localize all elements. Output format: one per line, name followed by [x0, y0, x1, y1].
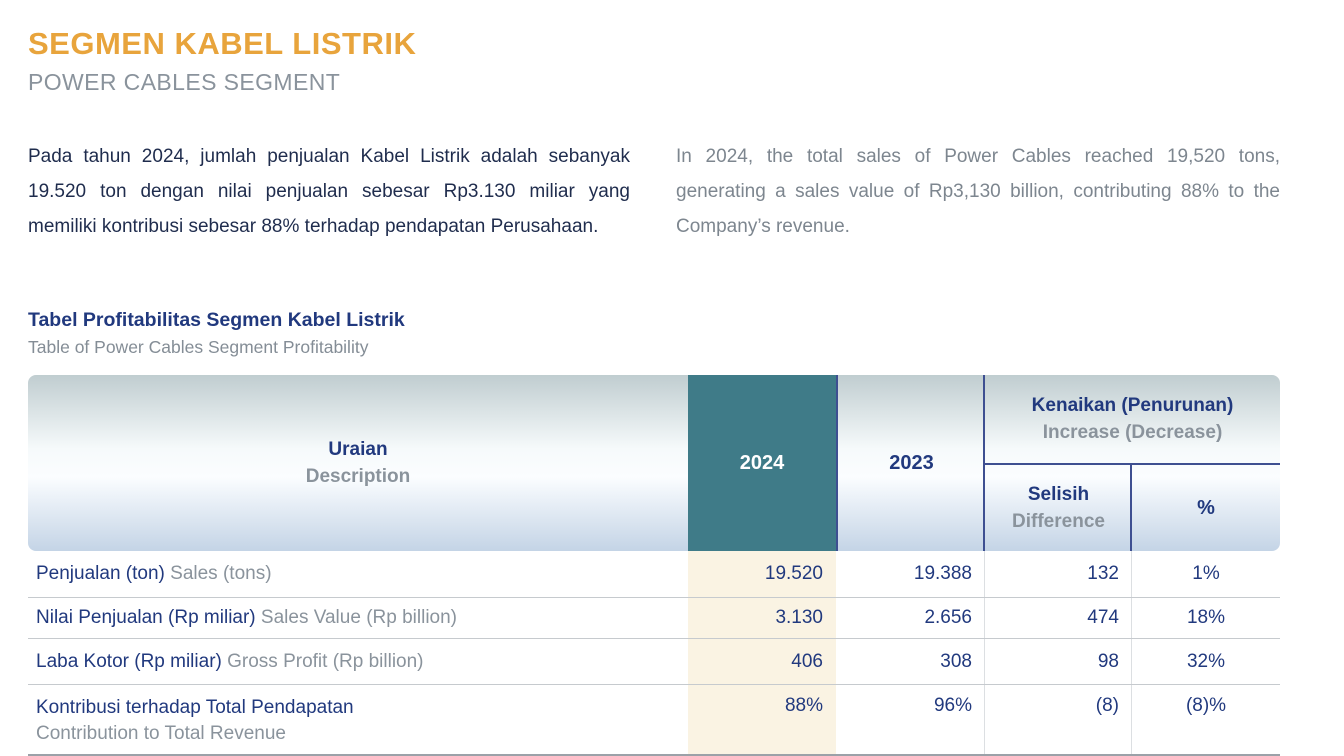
header-divider-2023-change [983, 375, 985, 551]
table-caption-id: Tabel Profitabilitas Segmen Kabel Listri… [28, 309, 405, 331]
row-label-id: Nilai Penjualan (Rp miliar) [36, 607, 256, 628]
intro-paragraph-indonesian: Pada tahun 2024, jumlah penjualan Kabel … [28, 146, 630, 237]
row-label-en: Gross Profit (Rp billion) [227, 650, 424, 672]
header-percent: % [1197, 496, 1215, 519]
table-row: Kontribusi terhadap Total Pendapatan Con… [28, 684, 1280, 754]
row-label-en: Sales Value (Rp billion) [260, 607, 457, 628]
row-value-2024: 88% [784, 695, 823, 716]
row-value-2024: 3.130 [775, 607, 823, 628]
header-year-2024: 2024 [688, 375, 836, 551]
row-value-difference: 132 [1087, 563, 1119, 584]
header-description: Uraian Description [28, 375, 688, 551]
row-value-difference: 474 [1087, 607, 1119, 628]
row-label-en: Contribution to Total Revenue [36, 723, 286, 744]
header-change-en: Increase (Decrease) [1042, 422, 1223, 443]
header-year-2023: 2023 [889, 451, 934, 474]
header-divider-diff-pct [1130, 463, 1132, 551]
row-value-percent: (8)% [1185, 695, 1227, 716]
header-change-group: Kenaikan (Penurunan) Increase (Decrease) [985, 375, 1280, 463]
row-label: Kontribusi terhadap Total Pendapatan Con… [28, 685, 688, 747]
profitability-table: Uraian Description 2024 2023 Kenaikan (P… [28, 375, 1280, 756]
row-label-id: Laba Kotor (Rp miliar) [36, 650, 222, 672]
header-difference-en: Difference [1012, 511, 1105, 532]
segment-title-en: POWER CABLES SEGMENT [28, 69, 341, 95]
column-2024-highlight [688, 551, 836, 754]
header-description-id: Uraian [328, 439, 388, 460]
segment-title-id: SEGMEN KABEL LISTRIK [28, 26, 417, 61]
row-value-percent: 1% [1192, 563, 1220, 584]
header-description-en: Description [305, 466, 411, 487]
row-value-2023: 308 [940, 650, 972, 672]
row-value-percent: 32% [1186, 650, 1226, 672]
table-header: Uraian Description 2024 2023 Kenaikan (P… [28, 375, 1280, 551]
header-change-id: Kenaikan (Penurunan) [1031, 395, 1234, 416]
row-value-difference: (8) [1095, 695, 1119, 716]
header-divider-2024-2023 [836, 375, 838, 551]
row-value-2023: 2.656 [924, 607, 972, 628]
row-label: Nilai Penjualan (Rp miliar) Sales Value … [28, 607, 688, 629]
intro-paragraph-english: In 2024, the total sales of Power Cables… [676, 146, 1280, 237]
row-value-2024: 19.520 [764, 563, 823, 584]
table-row: Nilai Penjualan (Rp miliar) Sales Value … [28, 597, 1280, 638]
header-difference-id: Selisih [1027, 484, 1090, 505]
intro-paragraphs: Pada tahun 2024, jumlah penjualan Kabel … [28, 120, 1280, 263]
header-difference: Selisih Difference [985, 465, 1132, 551]
row-label: Penjualan (ton) Sales (tons) [28, 563, 688, 585]
row-value-2023: 19.388 [913, 563, 972, 584]
row-value-difference: 98 [1097, 650, 1119, 672]
row-value-percent: 18% [1186, 607, 1226, 628]
row-value-2024: 406 [791, 650, 823, 672]
row-label-id: Kontribusi terhadap Total Pendapatan [36, 697, 354, 718]
body-divider-2023-diff [984, 551, 985, 754]
body-divider-diff-pct [1131, 551, 1132, 754]
row-label: Laba Kotor (Rp miliar) Gross Profit (Rp … [28, 651, 688, 673]
table-caption-en: Table of Power Cables Segment Profitabil… [28, 337, 369, 357]
header-divider-change-sub [985, 463, 1280, 465]
table-row: Laba Kotor (Rp miliar) Gross Profit (Rp … [28, 638, 1280, 684]
table-body: Penjualan (ton) Sales (tons) 19.520 19.3… [28, 551, 1280, 756]
row-value-2023: 96% [933, 695, 972, 716]
table-row: Penjualan (ton) Sales (tons) 19.520 19.3… [28, 551, 1280, 597]
row-label-id: Penjualan (ton) [36, 563, 165, 584]
row-label-en: Sales (tons) [170, 563, 272, 584]
